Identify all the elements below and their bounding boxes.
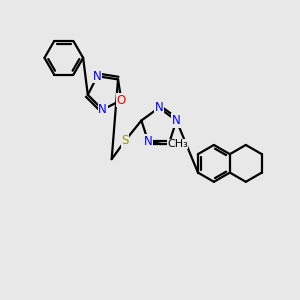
Text: N: N — [172, 114, 181, 127]
Text: S: S — [122, 134, 129, 147]
Text: CH₃: CH₃ — [167, 139, 188, 149]
Text: N: N — [154, 101, 163, 114]
Text: N: N — [98, 103, 107, 116]
Text: N: N — [144, 135, 152, 148]
Text: N: N — [93, 70, 102, 83]
Text: O: O — [117, 94, 126, 106]
